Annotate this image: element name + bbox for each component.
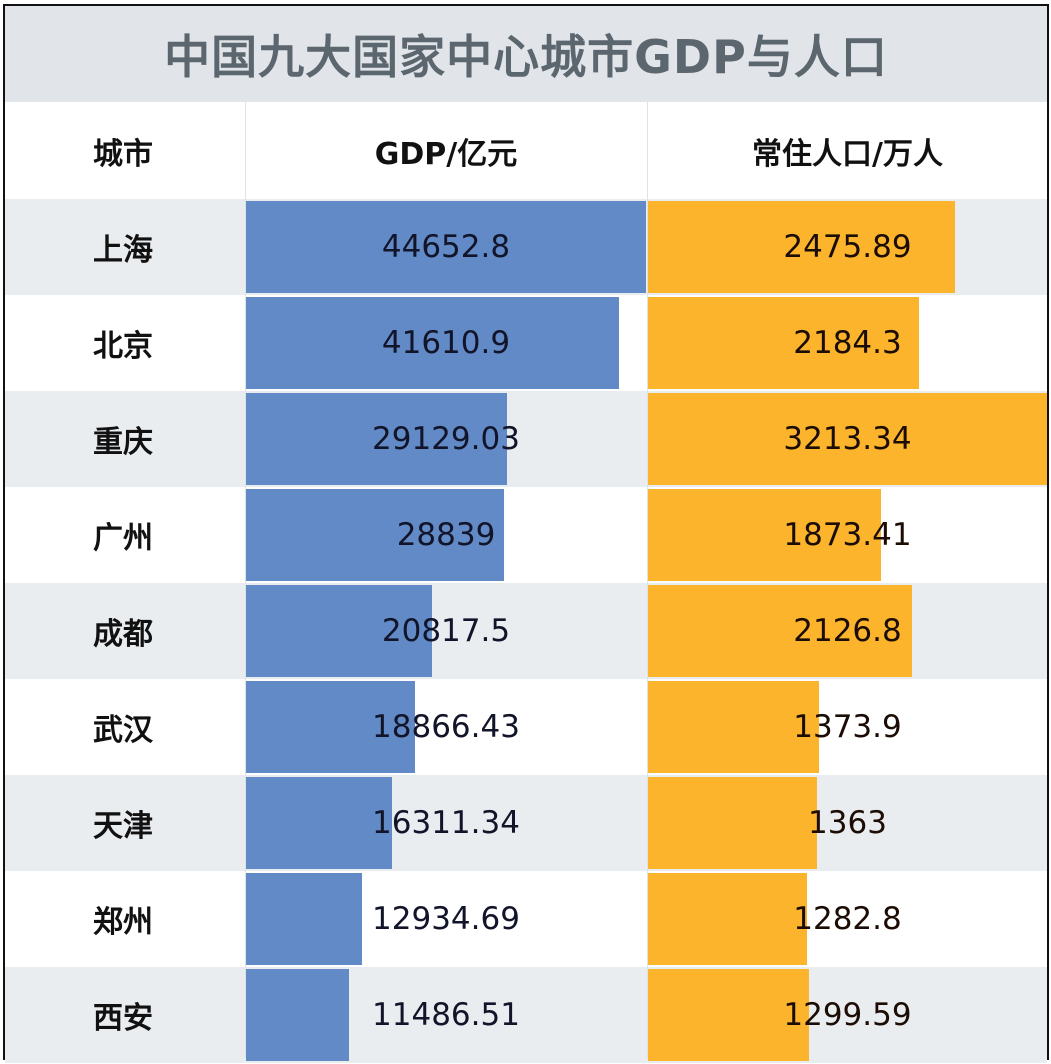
gdp-value: 29129.03 bbox=[372, 421, 520, 457]
population-value: 1363 bbox=[808, 805, 887, 841]
table-row: 武汉 18866.43 1373.9 bbox=[5, 679, 1047, 775]
city-name: 郑州 bbox=[93, 905, 153, 940]
population-cell: 2184.3 bbox=[648, 295, 1047, 391]
chart-title: 中国九大国家中心城市GDP与人口 bbox=[164, 30, 888, 84]
city-name: 成都 bbox=[93, 617, 153, 652]
gdp-value: 12934.69 bbox=[372, 901, 520, 937]
population-data-bar bbox=[648, 489, 881, 581]
population-value: 2126.8 bbox=[793, 613, 902, 649]
population-cell: 1299.59 bbox=[648, 967, 1047, 1063]
gdp-value: 20817.5 bbox=[381, 613, 511, 649]
gdp-cell: 29129.03 bbox=[246, 391, 646, 487]
gdp-data-bar bbox=[246, 873, 362, 965]
population-cell: 2475.89 bbox=[648, 199, 1047, 295]
gdp-data-bar bbox=[246, 201, 646, 293]
population-data-bar bbox=[648, 297, 919, 389]
gdp-value: 16311.34 bbox=[372, 805, 520, 841]
city-name: 上海 bbox=[93, 233, 153, 268]
table-row: 成都 20817.5 2126.8 bbox=[5, 583, 1047, 679]
city-name: 天津 bbox=[93, 809, 153, 844]
gdp-data-bar bbox=[246, 969, 349, 1061]
table-row: 郑州 12934.69 1282.8 bbox=[5, 871, 1047, 967]
population-data-bar bbox=[648, 201, 955, 293]
gdp-data-bar bbox=[246, 297, 619, 389]
gdp-data-bar bbox=[246, 681, 415, 773]
population-cell: 1363 bbox=[648, 775, 1047, 871]
column-divider bbox=[647, 102, 648, 1058]
population-data-bar bbox=[648, 681, 819, 773]
gdp-cell: 41610.9 bbox=[246, 295, 646, 391]
population-value: 3213.34 bbox=[783, 421, 912, 457]
population-value: 1373.9 bbox=[793, 709, 902, 745]
gdp-cell: 12934.69 bbox=[246, 871, 646, 967]
city-name: 西安 bbox=[93, 1001, 153, 1036]
gdp-data-bar bbox=[246, 777, 392, 869]
gdp-cell: 44652.8 bbox=[246, 199, 646, 295]
population-value: 2184.3 bbox=[793, 325, 902, 361]
table-row: 广州 28839 1873.41 bbox=[5, 487, 1047, 583]
population-data-bar bbox=[648, 777, 817, 869]
gdp-cell: 20817.5 bbox=[246, 583, 646, 679]
gdp-value: 44652.8 bbox=[381, 229, 511, 265]
gdp-cell: 11486.51 bbox=[246, 967, 646, 1063]
header-gdp: GDP/亿元 bbox=[374, 136, 518, 172]
gdp-value: 11486.51 bbox=[372, 997, 520, 1033]
table-row: 重庆 29129.03 3213.34 bbox=[5, 391, 1047, 487]
population-cell: 3213.34 bbox=[648, 391, 1047, 487]
gdp-value: 28839 bbox=[396, 517, 496, 553]
table-row: 西安 11486.51 1299.59 bbox=[5, 967, 1047, 1063]
header-population: 常住人口/万人 bbox=[752, 136, 943, 172]
population-data-bar bbox=[648, 585, 912, 677]
gdp-cell: 16311.34 bbox=[246, 775, 646, 871]
city-name: 武汉 bbox=[93, 713, 153, 748]
gdp-data-bar bbox=[246, 585, 432, 677]
population-cell: 1282.8 bbox=[648, 871, 1047, 967]
table-frame: 中国九大国家中心城市GDP与人口 城市 GDP/亿元 常住人口/万人 上海 446… bbox=[3, 4, 1049, 1063]
population-data-bar bbox=[648, 393, 1047, 485]
city-name: 重庆 bbox=[93, 425, 153, 460]
population-data-bar bbox=[648, 873, 807, 965]
table-row: 上海 44652.8 2475.89 bbox=[5, 199, 1047, 295]
population-value: 2475.89 bbox=[783, 229, 912, 265]
population-cell: 1873.41 bbox=[648, 487, 1047, 583]
gdp-value: 41610.9 bbox=[381, 325, 511, 361]
population-data-bar bbox=[648, 969, 809, 1061]
population-cell: 1373.9 bbox=[648, 679, 1047, 775]
city-name: 广州 bbox=[93, 521, 153, 556]
table-row: 天津 16311.34 1363 bbox=[5, 775, 1047, 871]
city-name: 北京 bbox=[93, 329, 153, 364]
gdp-value: 18866.43 bbox=[372, 709, 520, 745]
header-city: 城市 bbox=[93, 136, 153, 172]
gdp-data-bar bbox=[246, 489, 504, 581]
column-divider bbox=[245, 102, 246, 1058]
population-value: 1299.59 bbox=[783, 997, 912, 1033]
population-cell: 2126.8 bbox=[648, 583, 1047, 679]
gdp-data-bar bbox=[246, 393, 507, 485]
header-row: 城市 GDP/亿元 常住人口/万人 bbox=[5, 102, 1047, 199]
population-value: 1873.41 bbox=[783, 517, 912, 553]
title-band: 中国九大国家中心城市GDP与人口 bbox=[5, 6, 1047, 102]
population-value: 1282.8 bbox=[793, 901, 902, 937]
gdp-cell: 28839 bbox=[246, 487, 646, 583]
gdp-cell: 18866.43 bbox=[246, 679, 646, 775]
table-row: 北京 41610.9 2184.3 bbox=[5, 295, 1047, 391]
